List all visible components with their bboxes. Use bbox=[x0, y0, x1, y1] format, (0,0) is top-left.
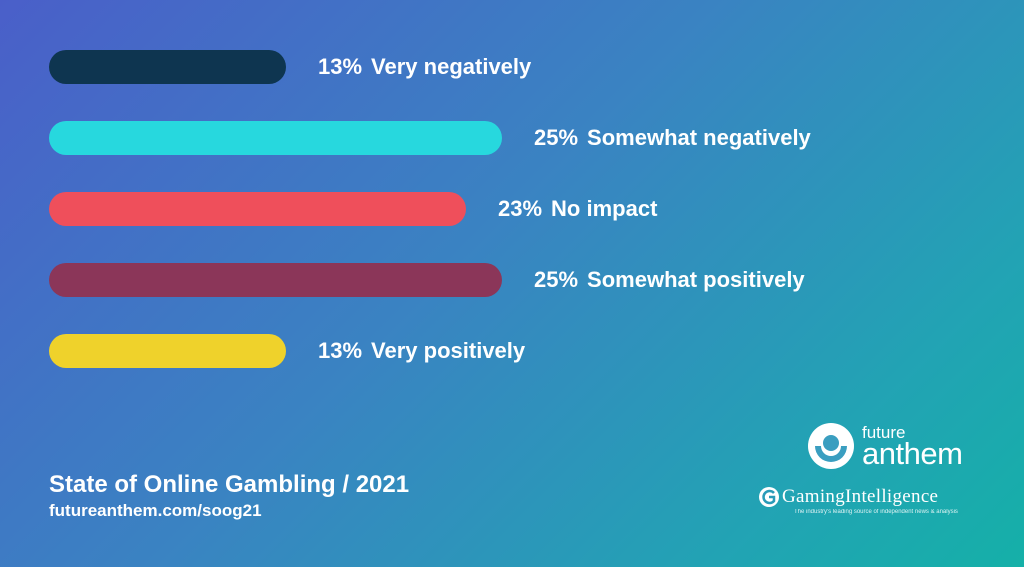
future-anthem-line1: future bbox=[862, 423, 906, 442]
bar-value-label: 25% bbox=[534, 267, 579, 292]
gaming-intelligence-logo: GamingIntelligence The industry's leadin… bbox=[758, 484, 988, 522]
bar-category-label: Somewhat negatively bbox=[587, 125, 811, 150]
bar-label: 13% Very positively bbox=[318, 334, 525, 368]
bar-category-label: No impact bbox=[551, 196, 658, 221]
footer-url[interactable]: futureanthem.com/soog21 bbox=[49, 501, 262, 520]
bar-label: 25% Somewhat negatively bbox=[534, 121, 811, 155]
bar-very-negatively bbox=[49, 50, 286, 84]
future-anthem-line2: anthem bbox=[862, 436, 963, 471]
bar-category-label: Very negatively bbox=[371, 54, 532, 79]
footer-title: State of Online Gambling / 2021 bbox=[49, 471, 410, 498]
bar-category-label: Somewhat positively bbox=[587, 267, 805, 292]
bar-somewhat-negatively bbox=[49, 121, 502, 155]
bar-value-label: 25% bbox=[534, 125, 579, 150]
bar-value-label: 13% bbox=[318, 338, 363, 363]
bar-chart bbox=[49, 50, 502, 368]
gaming-intelligence-icon bbox=[759, 487, 779, 507]
bar-very-positively bbox=[49, 334, 286, 368]
bar-value-label: 13% bbox=[318, 54, 363, 79]
future-anthem-logo: future anthem bbox=[806, 421, 978, 471]
future-anthem-icon bbox=[808, 423, 854, 469]
bar-label: 25% Somewhat positively bbox=[534, 263, 805, 297]
bar-label: 13% Very negatively bbox=[318, 50, 531, 84]
bar-label: 23% No impact bbox=[498, 192, 657, 226]
gaming-intelligence-tagline: The industry's leading source of indepen… bbox=[794, 509, 958, 515]
bar-somewhat-positively bbox=[49, 263, 502, 297]
bar-no-impact bbox=[49, 192, 466, 226]
gaming-intelligence-name: GamingIntelligence bbox=[782, 486, 939, 507]
bar-value-label: 23% bbox=[498, 196, 543, 221]
bar-category-label: Very positively bbox=[371, 338, 526, 363]
